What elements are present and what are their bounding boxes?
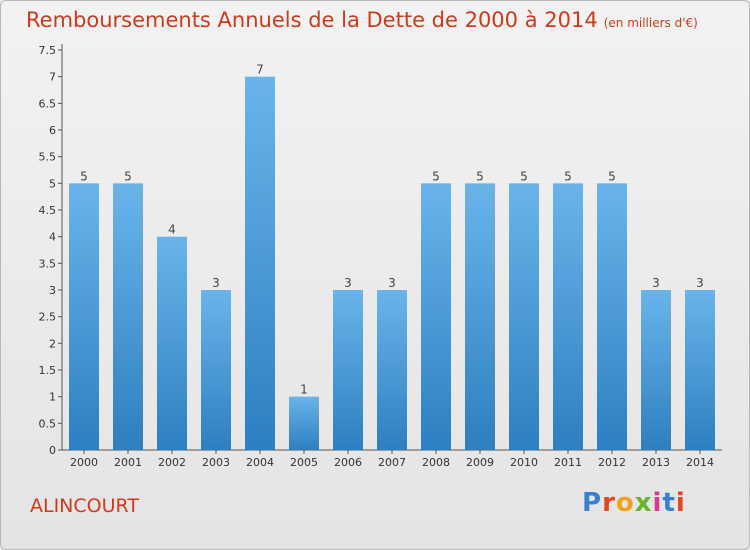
bar-value-label: 3	[212, 276, 220, 290]
bars	[69, 76, 715, 451]
bar-value-label: 3	[652, 276, 660, 290]
bar-value-label: 3	[388, 276, 396, 290]
bar	[289, 396, 319, 450]
y-tick-label: 5.5	[39, 151, 57, 164]
x-tick-label: 2001	[114, 456, 142, 469]
logo-letter: P	[582, 488, 603, 518]
x-tick-label: 2000	[70, 456, 98, 469]
x-tick-label: 2009	[466, 456, 494, 469]
bar-value-label: 5	[124, 169, 132, 183]
bar-value-label: 5	[476, 169, 484, 183]
bar	[509, 183, 539, 451]
y-tick-label: 4.5	[39, 204, 57, 217]
x-tick-label: 2002	[158, 456, 186, 469]
logo-letter: i	[675, 488, 686, 518]
bar	[245, 76, 275, 451]
y-tick-label: 6.5	[39, 97, 57, 110]
logo-letter: r	[602, 488, 616, 518]
chart-title: Remboursements Annuels de la Dette de 20…	[26, 8, 698, 32]
x-tick-label: 2004	[246, 456, 274, 469]
y-tick-label: 7.5	[39, 44, 57, 57]
bar	[421, 183, 451, 451]
y-tick-label: 2.5	[39, 311, 57, 324]
x-tick-label: 2005	[290, 456, 318, 469]
y-tick-label: 0.5	[39, 417, 57, 430]
y-tick-label: 4	[49, 231, 56, 244]
bar-value-label: 5	[432, 169, 440, 183]
x-tick-label: 2013	[642, 456, 670, 469]
bar	[377, 290, 407, 450]
bar	[597, 183, 627, 451]
y-tick-label: 2	[49, 337, 56, 350]
x-tick-label: 2014	[686, 456, 714, 469]
bar-value-label: 3	[696, 276, 704, 290]
bar-value-label: 5	[520, 169, 528, 183]
bar-labels: 2000 5 2001 5 2002 4 2003 3 2004 7 2005 1 2006 3 2007 3…	[70, 63, 714, 469]
chart-unit: (en milliers d'€)	[603, 16, 698, 30]
logo-letter: x	[634, 488, 653, 518]
y-tick-label: 0	[49, 444, 56, 457]
bar	[553, 183, 583, 451]
bar	[465, 183, 495, 451]
x-tick-label: 2007	[378, 456, 406, 469]
bar	[641, 290, 671, 450]
y-tick-label: 6	[49, 124, 56, 137]
x-tick-label: 2008	[422, 456, 450, 469]
commune-name: ALINCOURT	[30, 495, 139, 517]
y-tick-label: 7	[49, 71, 56, 84]
bar	[157, 236, 187, 450]
bar-value-label: 1	[300, 383, 308, 397]
proxiti-logo: Proxiti	[582, 488, 686, 518]
y-tick-label: 1	[49, 391, 56, 404]
bar-value-label: 3	[344, 276, 352, 290]
bar	[201, 290, 231, 450]
bar-value-label: 7	[256, 63, 264, 77]
bar	[685, 290, 715, 450]
bar-value-label: 5	[608, 169, 616, 183]
y-tick-label: 5	[49, 177, 56, 190]
bar	[113, 183, 143, 451]
x-tick-label: 2011	[554, 456, 582, 469]
y-tick-label: 1.5	[39, 364, 57, 377]
y-tick-label: 3	[49, 284, 56, 297]
chart-title-text: Remboursements Annuels de la Dette de 20…	[26, 8, 598, 32]
y-tick-label: 3.5	[39, 257, 57, 270]
x-tick-label: 2006	[334, 456, 362, 469]
x-tick-label: 2010	[510, 456, 538, 469]
logo-letter: o	[615, 488, 635, 518]
bar	[69, 183, 99, 451]
logo-letter: i	[652, 488, 663, 518]
x-tick-label: 2012	[598, 456, 626, 469]
bar-value-label: 5	[564, 169, 572, 183]
logo-letter: t	[662, 488, 676, 518]
bar-value-label: 5	[80, 169, 88, 183]
bar	[333, 290, 363, 450]
x-tick-label: 2003	[202, 456, 230, 469]
bar-value-label: 4	[168, 223, 176, 237]
